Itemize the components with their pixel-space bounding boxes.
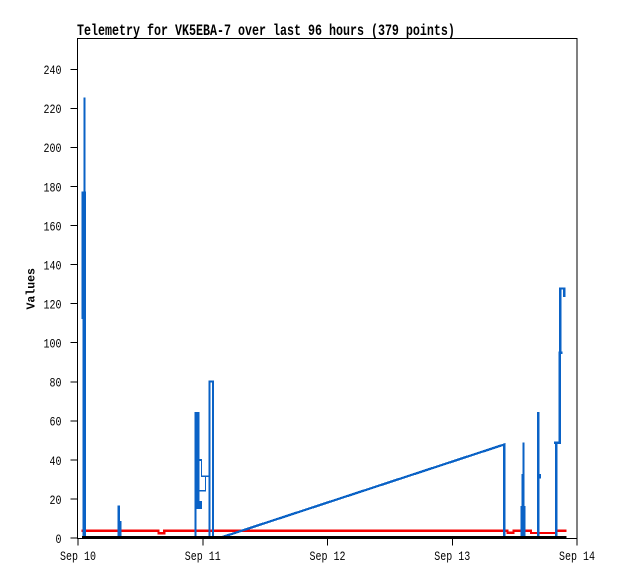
svg-text:Telemetry for VK5EBA-7 over la: Telemetry for VK5EBA-7 over last 96 hour… — [77, 24, 455, 41]
svg-text:Sep 13: Sep 13 — [434, 551, 470, 564]
svg-text:Sep 11: Sep 11 — [185, 551, 221, 564]
svg-text:100: 100 — [44, 339, 62, 352]
svg-text:Values: Values — [24, 268, 38, 309]
svg-text:200: 200 — [44, 143, 62, 156]
svg-text:80: 80 — [50, 378, 62, 391]
svg-text:20: 20 — [50, 495, 62, 508]
svg-text:160: 160 — [44, 221, 62, 234]
svg-text:Sep 14: Sep 14 — [559, 551, 595, 564]
svg-text:60: 60 — [50, 417, 62, 430]
svg-text:220: 220 — [44, 104, 62, 117]
svg-text:Sep 12: Sep 12 — [310, 551, 346, 564]
svg-text:40: 40 — [50, 456, 62, 469]
svg-text:120: 120 — [44, 300, 62, 313]
svg-text:Sep 10: Sep 10 — [60, 551, 96, 564]
svg-text:140: 140 — [44, 261, 62, 274]
svg-text:0: 0 — [55, 534, 61, 547]
svg-text:180: 180 — [44, 182, 62, 195]
svg-text:240: 240 — [44, 65, 62, 78]
